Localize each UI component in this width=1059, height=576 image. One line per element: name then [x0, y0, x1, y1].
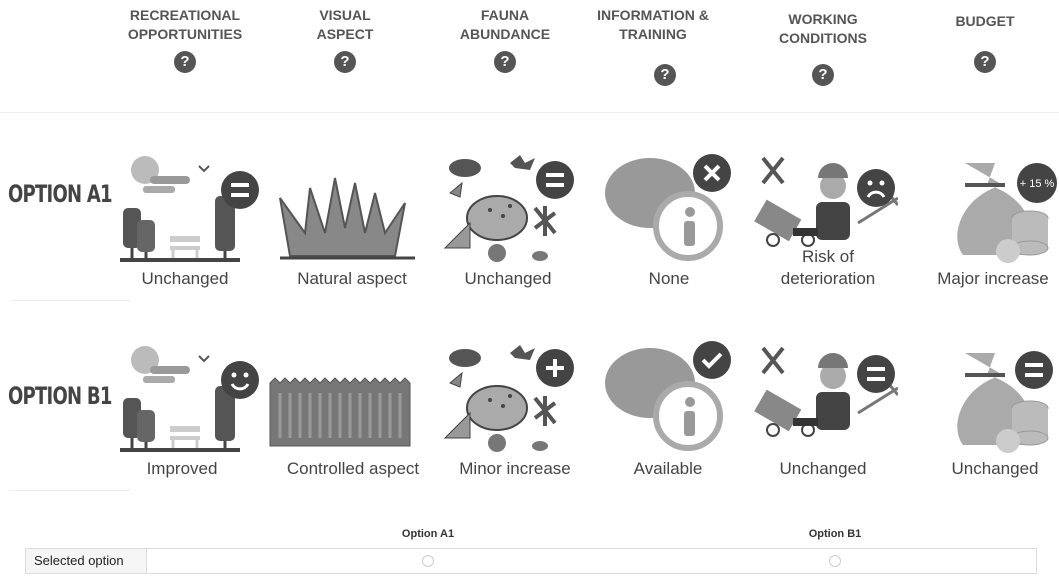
- level-text: Natural aspect: [297, 269, 407, 288]
- help-icon[interactable]: ?: [654, 64, 676, 86]
- help-icon[interactable]: ?: [174, 51, 196, 73]
- radio-button[interactable]: [422, 555, 434, 567]
- separator: [10, 300, 130, 301]
- separator: [0, 112, 1059, 113]
- level-text: None: [648, 269, 690, 288]
- option-label: OPTION A1: [8, 180, 113, 208]
- help-icon[interactable]: ?: [812, 64, 834, 86]
- help-icon[interactable]: ?: [494, 51, 516, 73]
- attribute-header: FAUNA ABUNDANCE: [459, 7, 551, 42]
- attribute-header: VISUAL ASPECT: [316, 7, 374, 42]
- level-text: Improved: [146, 459, 218, 478]
- level-text: Unchanged: [779, 459, 867, 478]
- attribute-header: WORKING CONDITIONS: [779, 11, 867, 46]
- level-text: Unchanged: [464, 269, 552, 288]
- separator: [10, 490, 130, 491]
- help-icon[interactable]: ?: [334, 51, 356, 73]
- attribute-header: INFORMATION & TRAINING: [597, 7, 709, 42]
- level-text: Unchanged: [951, 459, 1039, 478]
- level-text: Minor increase: [459, 459, 571, 478]
- level-text: Major increase: [937, 269, 1049, 288]
- budget-badge: + 15 %: [1020, 178, 1055, 190]
- option-label: OPTION B1: [8, 382, 112, 410]
- level-text: Unchanged: [141, 269, 229, 288]
- level-text: Controlled aspect: [286, 459, 420, 478]
- attribute-header: BUDGET: [955, 13, 1015, 29]
- choice-row: Selected option: [25, 548, 1037, 574]
- level-text: Risk of deterioration: [780, 247, 876, 288]
- choice-column-header: Option A1: [401, 528, 455, 540]
- help-icon[interactable]: ?: [974, 51, 996, 73]
- choice-column-header: Option B1: [808, 528, 862, 540]
- row-label: Selected option: [26, 549, 147, 573]
- radio-button[interactable]: [829, 555, 841, 567]
- budget-icon: + 15 %: [920, 148, 1057, 268]
- attribute-header: RECREATIONAL OPPORTUNITIES: [127, 7, 243, 42]
- level-text: Available: [633, 459, 703, 478]
